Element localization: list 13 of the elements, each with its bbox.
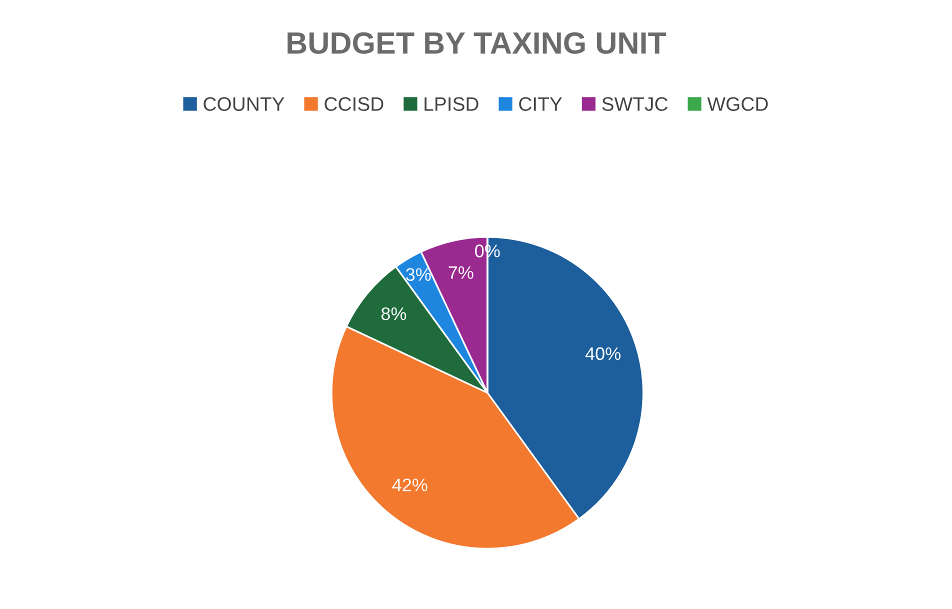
legend-label: COUNTY <box>204 97 284 111</box>
data-label: 42% <box>392 478 428 492</box>
data-label: 7% <box>448 266 474 279</box>
data-label: 8% <box>381 307 406 320</box>
legend-label: CITY <box>519 97 562 111</box>
legend-label: CCISD <box>324 97 384 111</box>
legend-label: WGCD <box>707 97 768 111</box>
legend-label: LPISD <box>424 97 478 111</box>
text: 0% <box>475 244 500 258</box>
data-label: 3% <box>406 268 431 281</box>
legend-label: SWTJC <box>602 97 668 111</box>
chart-title: BUDGET BY TAXING UNIT <box>288 32 666 54</box>
data-label: 40% <box>585 347 621 360</box>
